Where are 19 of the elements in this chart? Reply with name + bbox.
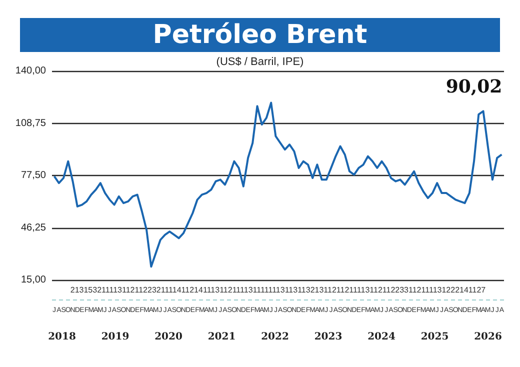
chart-subtitle: (US$ / Barril, IPE) (216, 56, 304, 68)
y-tick-label: 77,50 (20, 170, 46, 181)
y-tick-label: 15,00 (20, 274, 46, 286)
text: 2018 (48, 332, 76, 342)
chart-title: Petróleo Brent (152, 20, 368, 50)
text: 2021 (208, 332, 236, 342)
annotation: 90,02 (446, 76, 502, 98)
text: 2022 (261, 332, 289, 342)
text: 2024 (368, 332, 396, 342)
text: 2026 (474, 332, 502, 342)
line-series (53, 102, 503, 268)
text: 2019 (101, 332, 130, 342)
y-tick-label: 46,25 (20, 222, 46, 234)
text: 2025 (420, 332, 449, 342)
text: 2020 (154, 332, 182, 342)
text: 2023 (314, 332, 342, 342)
text: 21315321111311211223211114112141113112111131111111311311321311211211113112112233112111131222141127 (70, 286, 486, 294)
y-tick-label: 108,75 (15, 118, 46, 129)
y-tick-label: 140,00 (15, 66, 46, 76)
